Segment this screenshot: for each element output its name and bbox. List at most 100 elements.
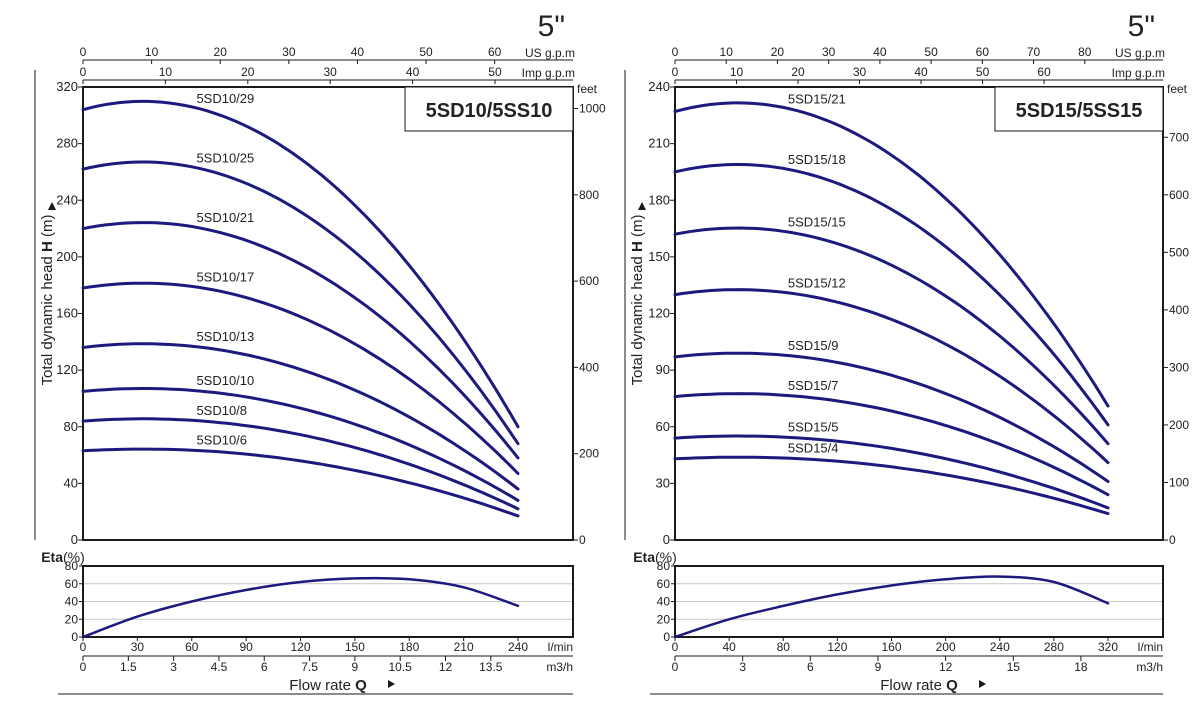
right-impgpm-tick-label: 20: [791, 65, 805, 79]
left-curve-label: 5SD10/25: [196, 151, 254, 166]
right-eta-tick-label: 40: [657, 595, 671, 609]
right-lmin-tick-label: 320: [1098, 640, 1118, 654]
right-feet-tick-label: 200: [1169, 418, 1189, 432]
left-m3h-label: m3/h: [546, 660, 573, 674]
left-head-axis-symbol: H: [39, 241, 56, 252]
left-m3h-tick-label: 13.5: [479, 660, 503, 674]
right-lmin-tick-label: 0: [672, 640, 679, 654]
right-eta-tick-label: 0: [663, 630, 670, 644]
right-usgpm-tick-label: 70: [1027, 45, 1041, 59]
right-flow-symbol: Q: [946, 677, 958, 694]
left-eta-tick-label: 20: [65, 612, 79, 626]
right-curve-5SD15-18: [673, 163, 1110, 427]
left-eta-label: Eta: [41, 549, 63, 565]
left-m3h-tick-label: 7.5: [301, 660, 318, 674]
right-head-tick-label: 240: [648, 79, 670, 94]
right-eta-tick-label: 60: [657, 577, 671, 591]
left-model-title: 5SD10/5SS10: [426, 100, 553, 122]
right-curve-label: 5SD15/12: [788, 275, 846, 290]
right-flow-axis-title: Flow rate Q: [880, 677, 958, 694]
right-feet-tick-label: 600: [1169, 188, 1189, 202]
left-feet-label: feet: [577, 82, 598, 96]
right-m3h-tick-label: 3: [739, 660, 746, 674]
left-curve-5SD10-29: [81, 99, 520, 429]
right-head-tick-label: 120: [648, 306, 670, 321]
left-impgpm-tick-label: 40: [406, 65, 420, 79]
left-m3h-tick-label: 4.5: [211, 660, 228, 674]
right-feet-label: feet: [1167, 82, 1188, 96]
right-impgpm-tick-label: 60: [1037, 65, 1051, 79]
left-head-axis-arrow-icon: [48, 202, 56, 210]
left-feet-tick-label: 1000: [579, 102, 606, 116]
left-feet-tick-label: 800: [579, 188, 599, 202]
left-m3h-tick-label: 12: [439, 660, 453, 674]
left-usgpm-tick-label: 50: [419, 45, 433, 59]
left-flow-symbol: Q: [355, 677, 367, 694]
left-eta-plot-frame: [82, 565, 574, 638]
left-lmin-tick-label: 210: [454, 640, 474, 654]
right-feet-tick-label: 500: [1169, 245, 1189, 259]
right-curve-5SD15-9: [673, 351, 1110, 483]
right-curve-5SD15-15: [673, 226, 1110, 446]
right-head-tick-label: 0: [663, 532, 670, 547]
left-usgpm-tick-label: 10: [145, 45, 159, 59]
right-eta-tick-label: 80: [657, 559, 671, 573]
right-eta-curve: [673, 575, 1110, 639]
left-curve-5SD10-13: [81, 342, 520, 491]
left-impgpm-tick-label: 20: [241, 65, 255, 79]
right-curve-5SD15-4: [673, 455, 1110, 516]
right-usgpm-tick-label: 30: [822, 45, 836, 59]
left-lmin-tick-label: 0: [80, 640, 87, 654]
left-lmin-tick-label: 180: [399, 640, 419, 654]
right-impgpm-tick-label: 50: [976, 65, 990, 79]
right-m3h-label: m3/h: [1136, 660, 1163, 674]
left-curve-5SD10-6: [81, 447, 520, 518]
left-eta-curve: [81, 576, 520, 639]
left-lmin-tick-label: 90: [239, 640, 253, 654]
right-usgpm-tick-label: 10: [720, 45, 734, 59]
left-head-tick-label: 40: [64, 475, 78, 490]
left-head-tick-label: 0: [71, 532, 78, 547]
right-m3h-tick-label: 9: [875, 660, 882, 674]
left-eta-unit: (%): [63, 549, 85, 565]
right-curve-label: 5SD15/4: [788, 440, 839, 455]
left-flow-label: Flow rate: [289, 677, 351, 694]
right-impgpm-tick-label: 0: [672, 65, 679, 79]
right-usgpm-tick-label: 20: [771, 45, 785, 59]
right-head-tick-label: 90: [656, 362, 670, 377]
left-head-tick-label: 120: [56, 362, 78, 377]
right-feet-tick-label: 0: [1169, 533, 1176, 547]
left-curve-label: 5SD10/6: [196, 433, 247, 448]
left-curve-5SD10-10: [81, 387, 520, 502]
right-lmin-tick-label: 160: [881, 640, 901, 654]
left-lmin-label: l/min: [548, 640, 573, 654]
left-lmin-tick-label: 30: [131, 640, 145, 654]
left-curve-label: 5SD10/17: [196, 270, 254, 285]
right-curve-label: 5SD15/18: [788, 152, 846, 167]
left-head-tick-label: 200: [56, 249, 78, 264]
left-curve-5SD10-21: [81, 221, 520, 460]
right-head-tick-label: 180: [648, 192, 670, 207]
right-lmin-tick-label: 40: [722, 640, 736, 654]
right-m3h-tick-label: 15: [1007, 660, 1021, 674]
right-eta-label: Eta: [633, 549, 655, 565]
right-feet-tick-label: 100: [1169, 475, 1189, 489]
right-curve-label: 5SD15/7: [788, 378, 839, 393]
left-curve-5SD10-25: [81, 160, 520, 446]
right-head-axis-title: Total dynamic head H (m): [629, 215, 646, 386]
right-impgpm-tick-label: 40: [914, 65, 928, 79]
left-head-axis-unit: (m): [39, 215, 56, 238]
right-model-title-box: [994, 86, 1164, 132]
left-usgpm-tick-label: 40: [351, 45, 365, 59]
left-usgpm-label: US g.p.m: [525, 46, 575, 60]
left-head-axis-title: Total dynamic head H (m): [39, 215, 56, 386]
left-lmin-tick-label: 120: [290, 640, 310, 654]
left-curve-5SD10-8: [81, 417, 520, 511]
right-head-tick-label: 60: [656, 419, 670, 434]
right-feet-tick-label: 300: [1169, 360, 1189, 374]
left-curve-5SD10-17: [81, 281, 520, 475]
right-curve-5SD15-21: [673, 101, 1110, 408]
right-size-label: 5": [1128, 10, 1155, 43]
